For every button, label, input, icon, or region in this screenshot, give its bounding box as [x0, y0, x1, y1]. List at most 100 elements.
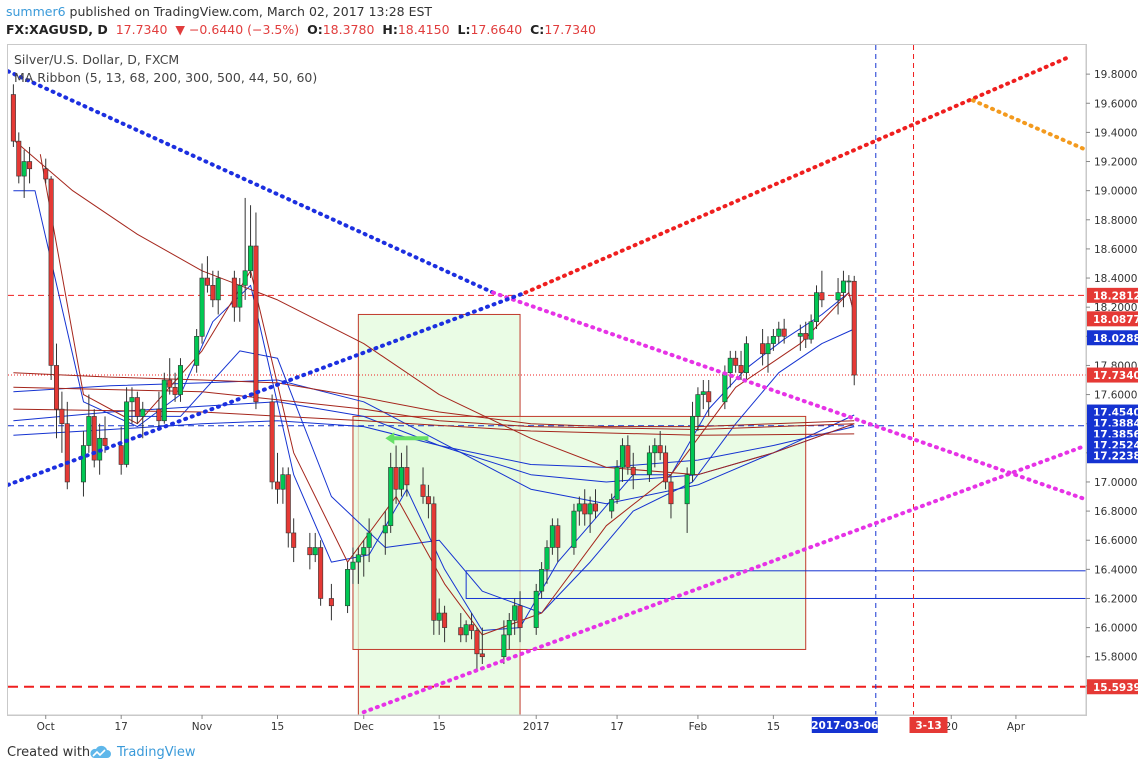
- symbol-label[interactable]: FX:XAGUSD, D: [6, 22, 108, 37]
- x-tick-label-3: 15: [271, 721, 284, 733]
- y-tick-label-2: 15.8000: [1094, 652, 1137, 664]
- candle-body-71: [555, 525, 561, 548]
- low-value: 17.6640: [470, 22, 523, 37]
- candle-body-55: [431, 503, 437, 621]
- candle-body-64: [506, 620, 512, 636]
- candle-body-92: [722, 372, 728, 403]
- candle-body-45: [355, 554, 361, 563]
- candle-body-75: [587, 503, 593, 515]
- price-chart-svg[interactable]: 15.600015.800016.000016.200016.400016.60…: [0, 0, 1143, 736]
- y-tick-label-7: 16.8000: [1094, 506, 1137, 518]
- candle-body-91: [706, 391, 712, 403]
- candle-body-77: [609, 499, 615, 512]
- date-tag-label-0: 2017-03-06: [811, 720, 878, 732]
- author-link[interactable]: summer6: [6, 4, 66, 19]
- ma-line-1: [126, 328, 855, 614]
- candle-body-96: [743, 343, 749, 374]
- chart-header: summer6 published on TradingView.com, Ma…: [0, 0, 1143, 44]
- candle-body-1: [16, 140, 22, 177]
- blue-ascending: [8, 290, 528, 487]
- price-tag-label-2: 18.0288: [1093, 333, 1141, 345]
- x-tick-label-11: Apr: [1007, 721, 1026, 733]
- candle-body-73: [576, 503, 582, 512]
- candle-body-42: [328, 598, 334, 607]
- candle-body-0: [10, 94, 16, 142]
- candle-body-80: [625, 445, 631, 468]
- candle-body-74: [582, 503, 588, 515]
- price-tag-label-9: 15.5939: [1093, 682, 1141, 694]
- candle-body-78: [614, 467, 620, 500]
- y-tick-label-14: 18.2000: [1094, 302, 1137, 314]
- y-tick-label-16: 18.6000: [1094, 244, 1137, 256]
- candle-body-90: [700, 391, 706, 395]
- candle-body-22: [172, 386, 178, 395]
- blue-descending: [8, 69, 496, 295]
- high-label: H:: [382, 22, 398, 37]
- candle-body-106: [819, 292, 825, 301]
- y-tick-label-8: 17.0000: [1094, 477, 1137, 489]
- price-tag-label-8: 17.2238: [1093, 451, 1141, 463]
- date-tag-0: [811, 717, 878, 733]
- candle-body-4: [43, 168, 49, 180]
- candle-body-19: [156, 408, 162, 422]
- candle-body-57: [442, 612, 448, 628]
- candle-body-53: [420, 484, 426, 497]
- candle-body-43: [345, 569, 351, 607]
- y-tick-label-21: 19.6000: [1094, 98, 1137, 110]
- candle-body-2: [21, 161, 27, 177]
- candle-body-94: [733, 357, 739, 366]
- candle-body-50: [393, 467, 399, 490]
- candle-body-48: [382, 525, 388, 534]
- candle-body-63: [501, 634, 507, 658]
- candle-body-72: [571, 510, 577, 548]
- candle-body-34: [269, 401, 275, 483]
- ma-line-5: [13, 139, 855, 476]
- candle-body-21: [167, 379, 173, 388]
- candle-body-103: [803, 333, 809, 340]
- price-tag-0: [1087, 287, 1138, 303]
- footer: Created with TradingView: [0, 736, 1143, 770]
- candle-body-86: [668, 481, 674, 505]
- candle-body-105: [813, 292, 819, 323]
- candle-body-28: [215, 277, 221, 301]
- candle-body-7: [59, 408, 65, 424]
- candle-body-88: [690, 416, 696, 475]
- y-tick-label-15: 18.4000: [1094, 273, 1137, 285]
- candle-body-37: [285, 474, 291, 534]
- red-ascending: [523, 54, 1072, 295]
- x-tick-label-5: 15: [433, 721, 446, 733]
- change-value: ▼ −0.6440 (−3.5%): [175, 22, 300, 37]
- x-tick-label-1: 17: [115, 721, 128, 733]
- y-tick-label-18: 19.0000: [1094, 186, 1137, 198]
- y-tick-label-22: 19.8000: [1094, 69, 1137, 81]
- candle-body-69: [544, 547, 550, 570]
- candle-body-84: [657, 445, 663, 454]
- candle-body-60: [469, 624, 475, 631]
- candle-body-47: [366, 532, 372, 548]
- candle-body-58: [458, 627, 464, 636]
- candle-body-54: [425, 496, 431, 505]
- price-tag-label-3: 17.7340: [1093, 370, 1141, 382]
- price-tag-3: [1087, 367, 1138, 383]
- candle-body-61: [474, 630, 480, 655]
- plot-layer: [8, 45, 1086, 715]
- x-tick-label-6: 2017: [523, 721, 550, 733]
- candle-body-15: [124, 401, 130, 465]
- candle-body-65: [512, 605, 518, 621]
- published-text: published on TradingView.com, March 02, …: [65, 4, 433, 19]
- open-value: 18.3780: [322, 22, 375, 37]
- candle-body-110: [851, 280, 857, 376]
- low-label: L:: [457, 22, 471, 37]
- price-tag-label-0: 18.2812: [1093, 290, 1141, 302]
- candle-body-35: [274, 481, 280, 490]
- legend-ma-ribbon[interactable]: MA Ribbon (5, 13, 68, 200, 300, 500, 44,…: [14, 70, 318, 85]
- x-tick-label-4: Dec: [354, 721, 375, 733]
- tradingview-link[interactable]: TradingView: [117, 745, 196, 760]
- y-tick-label-19: 19.2000: [1094, 157, 1137, 169]
- date-tag-1: [909, 717, 948, 733]
- candle-body-81: [630, 467, 636, 475]
- candle-body-76: [593, 503, 599, 512]
- candle-body-95: [738, 365, 744, 374]
- candle-body-62: [479, 653, 485, 658]
- candle-body-33: [253, 245, 259, 403]
